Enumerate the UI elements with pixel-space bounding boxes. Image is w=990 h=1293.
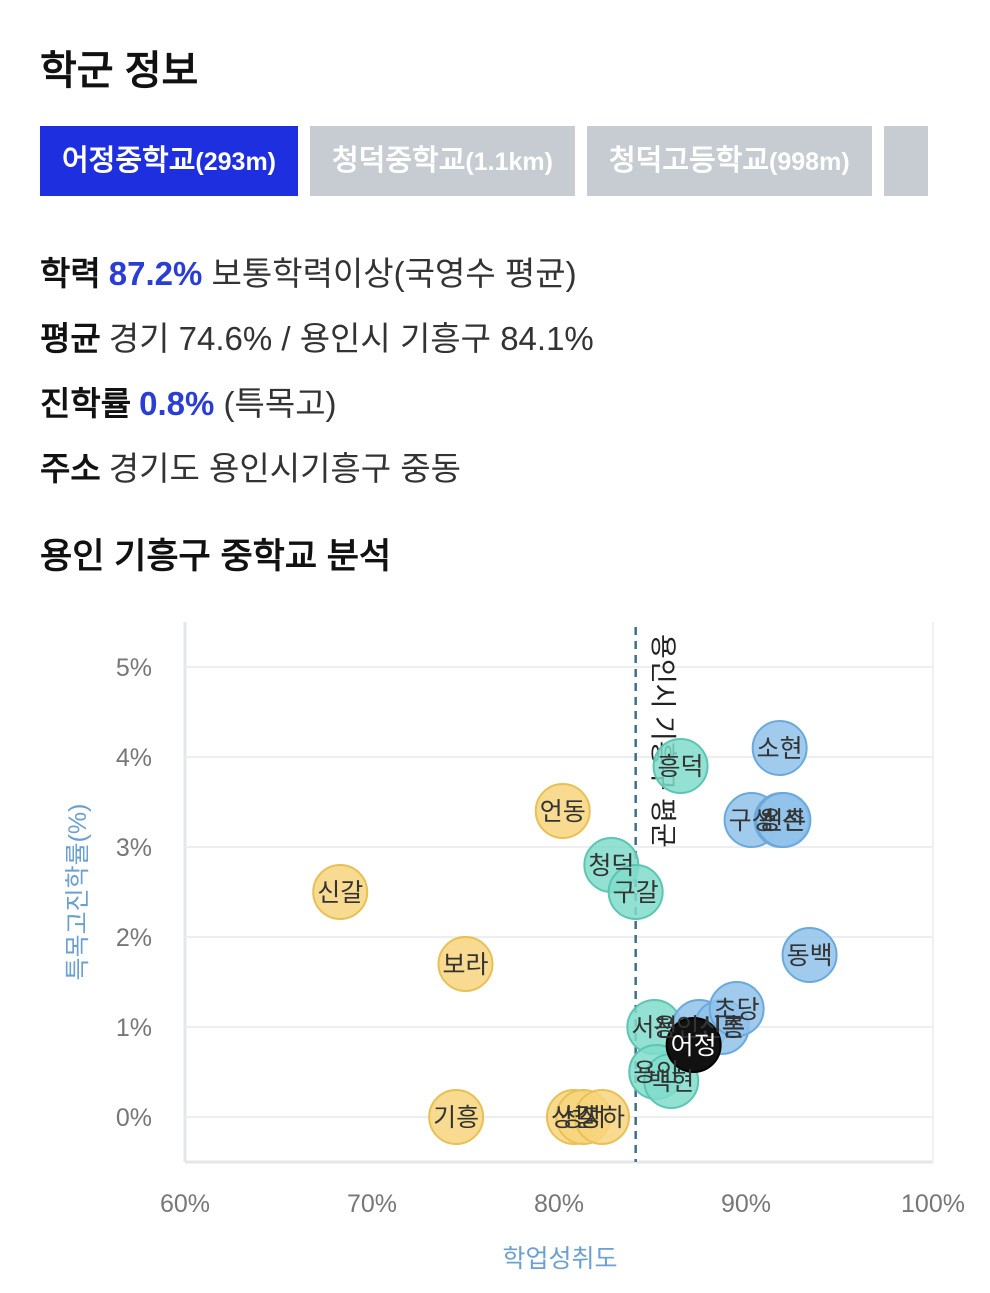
- info-achievement: 학력 87.2% 보통학력이상(국영수 평균): [40, 247, 577, 295]
- bubble-label: 성지: [560, 1104, 606, 1132]
- y-tick-label: 2%: [116, 924, 152, 952]
- info-advancement: 진학률 0.8% (특목고): [40, 377, 337, 425]
- x-tick-label: 90%: [721, 1190, 771, 1218]
- x-tick-label: 80%: [534, 1190, 584, 1218]
- tab-eojeong-middle[interactable]: 어정중학교(293m): [40, 126, 298, 196]
- bubble-label: 용인: [633, 1059, 679, 1087]
- bubble-보라: [437, 936, 494, 992]
- tab-next-partial[interactable]: [883, 126, 928, 196]
- info-average: 평균 경기 74.6% / 용인시 기흥구 84.1%: [40, 312, 594, 360]
- bubble-상하: [574, 1089, 631, 1145]
- bubble-신갈: [312, 864, 369, 920]
- bubble-label: 백현: [648, 1068, 694, 1096]
- average-text: 경기 74.6% / 용인시 기흥구 84.1%: [108, 320, 594, 357]
- bubble-label: 보라: [442, 951, 488, 979]
- bubble-label: 상하: [579, 1104, 625, 1132]
- bubble-label: 소현: [757, 735, 803, 763]
- ticks: 0% 1% 2% 3% 4% 5% 60% 70% 80% 90% 100%: [116, 654, 965, 1218]
- bubble-label: 신릉: [699, 1014, 745, 1042]
- x-axis-title: 학업성취도: [502, 1245, 617, 1273]
- advancement-value: 0.8%: [139, 385, 215, 422]
- y-tick-label: 3%: [116, 834, 152, 862]
- y-tick-label: 5%: [116, 654, 152, 682]
- tab-distance: (1.1km): [465, 148, 553, 176]
- bubble-어정: [665, 1017, 722, 1073]
- bubble-기흥: [428, 1089, 485, 1145]
- bubble-초당: [708, 981, 765, 1037]
- bubble-label: 신갈: [317, 879, 363, 907]
- section-title: 학군 정보: [40, 49, 199, 93]
- bubble-label: 흥덕: [658, 753, 704, 781]
- bubble-label: 용인신촌: [653, 1014, 745, 1042]
- tab-cheongdeok-high[interactable]: 청덕고등학교(998m): [586, 126, 872, 196]
- achievement-desc: 보통학력이상(국영수 평균): [211, 255, 577, 292]
- tab-cheongdeok-middle[interactable]: 청덕중학교(1.1km): [310, 126, 575, 196]
- info-address: 주소 경기도 용인시기흥구 중동: [40, 442, 461, 490]
- bubble-label: 신촌: [760, 807, 806, 835]
- tab-distance: (293m): [195, 148, 276, 176]
- chart-title: 용인 기흥구 중학교 분석: [40, 537, 392, 576]
- bubble-언동: [534, 783, 591, 839]
- advancement-desc: (특목고): [223, 385, 337, 422]
- x-tick-label: 100%: [901, 1190, 965, 1218]
- y-tick-label: 0%: [116, 1104, 152, 1132]
- x-tick-label: 60%: [160, 1190, 210, 1218]
- achievement-label: 학력: [40, 255, 101, 292]
- scatter-chart: 용인시 기흥구 평균 신갈보라기흥언동상갈성지상하청덕구갈흥덕서천용인백현용인신…: [64, 622, 965, 1273]
- bubble-label: 서천: [631, 1014, 677, 1042]
- bubble-소현: [751, 720, 808, 776]
- advancement-label: 진학률: [40, 385, 132, 422]
- bubble-흥덕: [652, 738, 709, 794]
- y-axis-title: 특목고진학률(%): [64, 804, 92, 981]
- bubble-label: 구성: [729, 807, 775, 835]
- bubble-label: 동백: [787, 942, 833, 970]
- bubble-label: 초당: [714, 996, 760, 1024]
- bubble-label: 구갈: [613, 879, 659, 907]
- bubble-label: 청덕: [588, 852, 634, 880]
- y-tick-label: 4%: [116, 744, 152, 772]
- achievement-value: 87.2%: [108, 255, 203, 292]
- x-tick-label: 70%: [347, 1190, 397, 1218]
- address-text: 경기도 용인시기흥구 중동: [108, 450, 462, 487]
- tab-label: 청덕고등학교: [608, 145, 770, 177]
- average-label: 평균: [40, 320, 101, 357]
- tab-label: 청덕중학교: [332, 145, 466, 177]
- bubble-label: 기흥: [433, 1104, 479, 1132]
- bubble-label: 상갈: [551, 1104, 597, 1132]
- bubble-신촌: [755, 792, 812, 848]
- y-tick-label: 1%: [116, 1014, 152, 1042]
- bubble-label: 어정: [671, 1032, 717, 1060]
- tab-distance: (998m): [769, 148, 850, 176]
- bubble-label: 언동: [540, 798, 586, 826]
- bubble-구갈: [607, 864, 664, 920]
- tab-label: 어정중학교: [62, 145, 196, 177]
- bubble-label: 용신: [759, 807, 805, 835]
- bubble-동백: [781, 927, 838, 983]
- grid: [183, 622, 934, 1164]
- address-label: 주소: [40, 450, 101, 487]
- school-tabs: 어정중학교(293m) 청덕중학교(1.1km) 청덕고등학교(998m): [40, 126, 968, 198]
